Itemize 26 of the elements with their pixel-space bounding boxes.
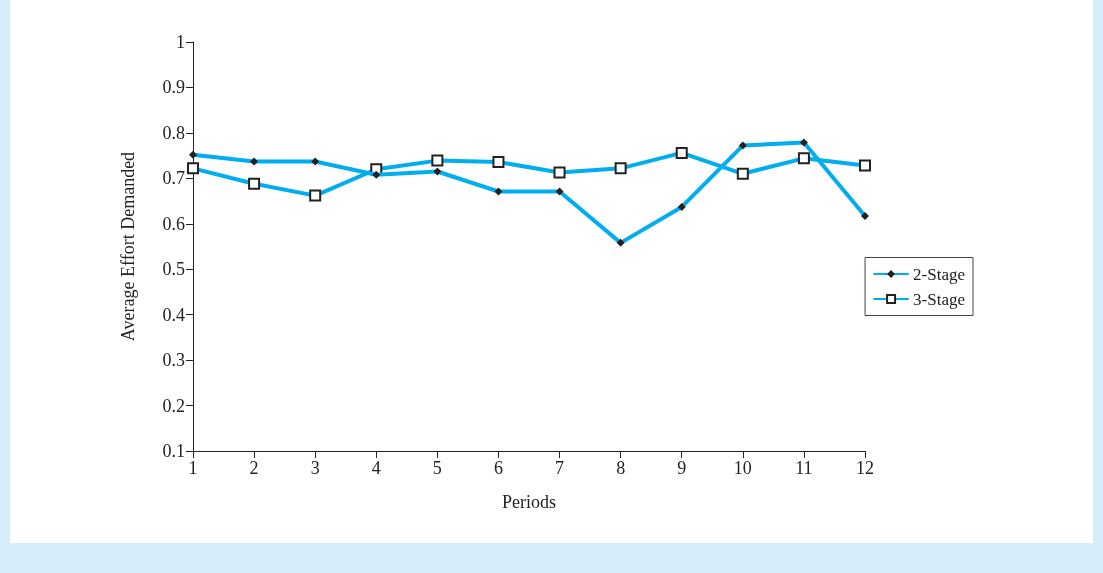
y-tick-label: 0.3 xyxy=(162,350,185,371)
x-tick-label: 11 xyxy=(795,458,813,478)
legend-label: 2-Stage xyxy=(913,264,966,284)
x-tick-label: 2 xyxy=(249,458,259,478)
x-tick-label: 4 xyxy=(371,458,381,478)
x-tick-label: 1 xyxy=(188,458,198,478)
y-tick-label: 1 xyxy=(176,32,185,52)
x-tick-label: 9 xyxy=(677,458,687,478)
y-tick-label: 0.9 xyxy=(162,77,185,98)
y-tick-label: 0.6 xyxy=(162,213,185,234)
y-axis-title: Average Effort Demanded xyxy=(118,151,138,342)
y-tick-label: 0.2 xyxy=(162,395,185,416)
x-tick-label: 10 xyxy=(733,458,752,478)
legend-label: 3-Stage xyxy=(913,289,966,309)
y-tick-label: 0.8 xyxy=(162,122,185,143)
y-tick-label: 0.4 xyxy=(162,304,185,325)
x-tick-label: 8 xyxy=(616,458,626,478)
y-tick-label: 0.1 xyxy=(162,441,185,461)
x-tick-label: 3 xyxy=(310,458,320,478)
y-tick-label: 0.5 xyxy=(162,259,185,280)
y-tick-label: 0.7 xyxy=(162,168,185,189)
x-tick-label: 6 xyxy=(493,458,503,478)
x-tick-label: 5 xyxy=(432,458,442,478)
x-tick-label: 7 xyxy=(555,458,565,478)
x-tick-label: 12 xyxy=(856,458,874,478)
x-axis-title: Periods xyxy=(502,492,556,512)
